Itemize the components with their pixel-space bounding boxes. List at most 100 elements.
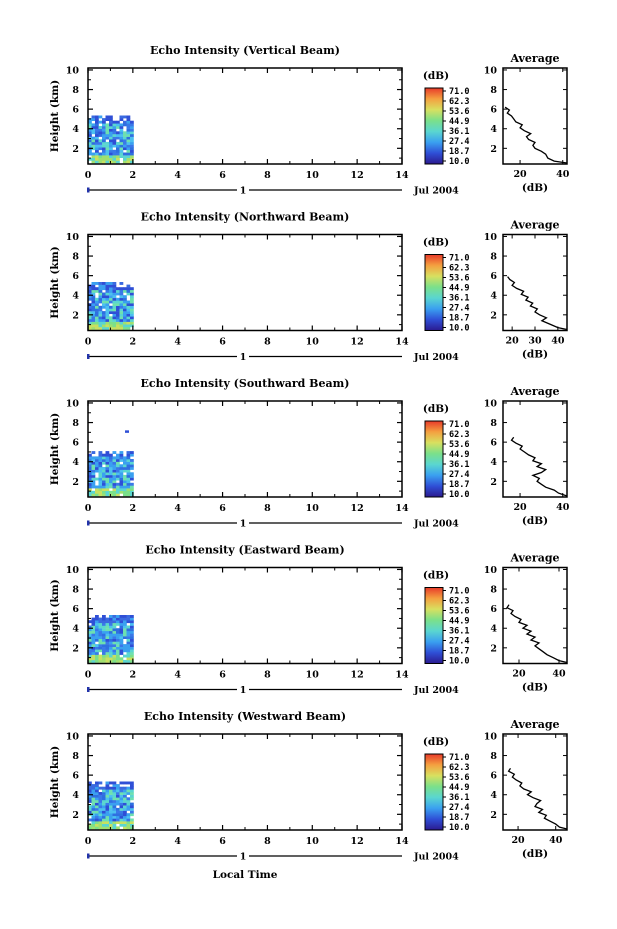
heatmap-cell (105, 617, 110, 621)
heatmap-cell (123, 810, 127, 814)
panel-2: Echo Intensity (Southward Beam) 2 4 6 8 10 0 2 4… (49, 377, 570, 530)
x-tick-label: 2 (130, 670, 137, 681)
heatmap-cell (116, 644, 120, 647)
heatmap-cell (109, 802, 113, 806)
heatmap-cell (91, 128, 96, 132)
heatmap-cell (130, 638, 134, 642)
heatmap-cell (109, 128, 113, 132)
heatmap-cell (126, 313, 131, 317)
heatmap-cell (112, 638, 117, 642)
heatmap-cell (130, 649, 134, 653)
heatmap-cell (105, 287, 110, 291)
heatmap-cell (109, 815, 113, 819)
heatmap-cell (126, 786, 131, 790)
plot-frame (87, 233, 403, 332)
heatmap-cell (109, 300, 113, 304)
heatmap-cell (102, 313, 106, 317)
heatmap-cell (116, 461, 120, 465)
heatmap-cell (102, 155, 106, 158)
heatmap-cell (98, 282, 103, 285)
heatmap-cell (116, 482, 120, 486)
colorbar-tick-label: 53.6 (449, 274, 469, 284)
heatmap-cell (112, 305, 117, 309)
heatmap-cell (130, 136, 134, 140)
heatmap-cell (130, 617, 134, 621)
y-tick-label: 10 (66, 232, 80, 243)
heatmap-cell (112, 155, 117, 158)
panel-3: Echo Intensity (Eastward Beam) 2 4 6 8 10 0 2 4 6… (49, 544, 568, 696)
heatmap-cell (105, 295, 110, 299)
heatmap-cell (112, 451, 117, 454)
y-tick-label: 8 (72, 751, 79, 762)
heatmap-cell (98, 115, 103, 119)
heatmap-cell (130, 147, 134, 151)
heatmap-cell (126, 488, 131, 491)
heatmap-cell (130, 659, 134, 663)
heatmap-cell (88, 295, 92, 299)
heatmap-cell (109, 319, 113, 322)
profile-frame (502, 67, 568, 165)
heatmap-cell (91, 485, 96, 489)
heatmap-cell (112, 657, 117, 661)
heatmap-cell (105, 451, 110, 454)
heatmap-cell (112, 482, 117, 486)
heatmap-cell (126, 797, 131, 801)
heatmap-cell (95, 126, 99, 129)
heatmap-cell (88, 485, 92, 489)
date-label: Jul 2004 (413, 685, 459, 696)
heatmap-cell (116, 131, 120, 135)
heatmap-cell (91, 313, 96, 317)
heatmap-cell (102, 305, 106, 309)
heatmap-cell (105, 319, 110, 322)
profile-x-tick-label: 40 (556, 169, 570, 180)
heatmap-cell (126, 292, 131, 296)
heatmap-cell (102, 136, 106, 140)
heatmap-cell (126, 456, 131, 460)
date-label: Jul 2004 (413, 186, 459, 197)
heatmap-cell (119, 644, 124, 647)
heatmap-cell (130, 451, 134, 454)
heatmap-cell (105, 461, 110, 465)
heatmap-cell (88, 657, 92, 661)
heatmap-cell (130, 797, 134, 801)
profile-x-label: (dB) (522, 515, 548, 527)
heatmap-cell (116, 810, 120, 814)
colorbar-tick-label: 27.4 (449, 137, 469, 147)
heatmap-cell (91, 324, 96, 328)
heatmap-cell (112, 636, 117, 639)
heatmap-cell (98, 493, 103, 497)
heatmap-cell (109, 649, 113, 653)
heatmap-cell (98, 490, 103, 494)
x-tick-label: 8 (264, 170, 271, 181)
heatmap-cell (126, 319, 131, 322)
heatmap-cell (112, 615, 117, 618)
colorbar-tick-label: 36.1 (449, 460, 469, 470)
heatmap-cell (98, 821, 103, 824)
heatmap-cell (126, 646, 131, 650)
colorbar-tick-label: 53.6 (449, 773, 469, 783)
heatmap-cell (105, 453, 110, 457)
panel-0: Echo Intensity (Vertical Beam) 2 4 6 8 10 0 2 4 6… (49, 44, 570, 197)
profile-y-tick-label: 2 (490, 477, 497, 488)
y-tick-label: 8 (72, 418, 79, 429)
heatmap-cell (95, 144, 99, 148)
heatmap-cell (98, 797, 103, 801)
heatmap-cell (119, 451, 124, 454)
heatmap-cell (130, 287, 134, 291)
heatmap-cell (95, 807, 99, 811)
heatmap-cell (130, 305, 134, 309)
heatmap-cell (116, 469, 120, 473)
heatmap-cell (112, 815, 117, 819)
heatmap-cell (116, 490, 120, 494)
heatmap-cell (95, 115, 99, 119)
heatmap-cell (95, 802, 99, 806)
heatmap-cell (91, 628, 96, 632)
heatmap-cell (123, 794, 127, 798)
heatmap-cell (91, 617, 96, 621)
heatmap-cell (123, 144, 127, 148)
heatmap-cell (109, 284, 113, 288)
heatmap-cell (116, 615, 120, 618)
heatmap-cell (98, 641, 103, 645)
heatmap-cell (112, 784, 117, 787)
heatmap-cell (123, 474, 127, 478)
